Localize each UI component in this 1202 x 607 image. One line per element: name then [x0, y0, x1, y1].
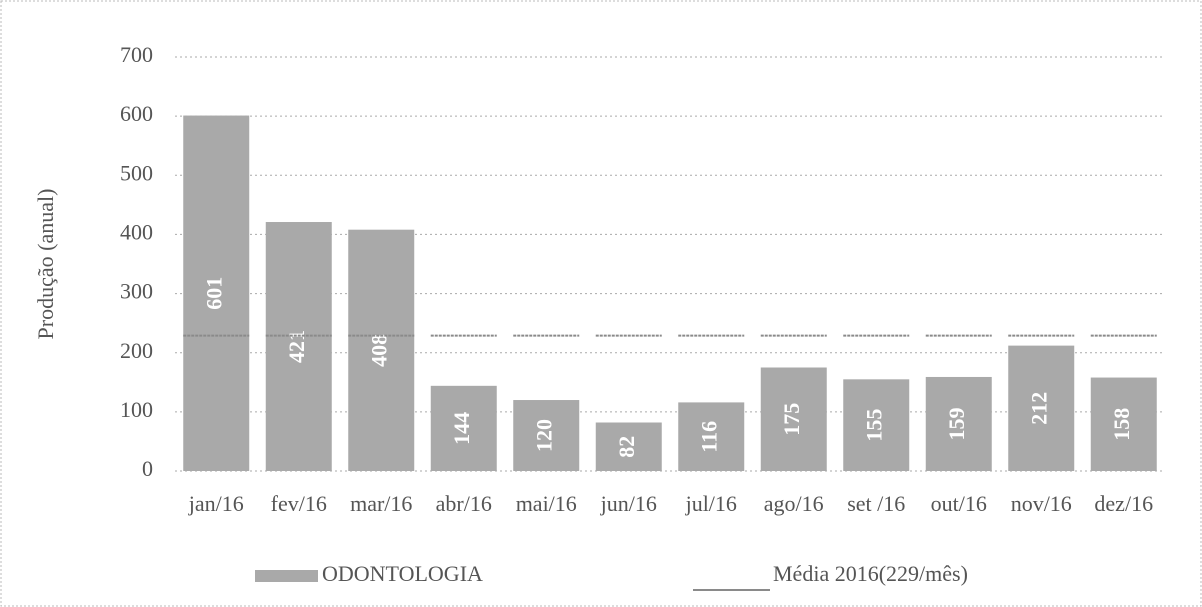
- data-label: 408: [366, 334, 391, 367]
- legend-swatch: [255, 570, 318, 582]
- x-tick-label: jul/16: [685, 491, 737, 516]
- y-tick-label: 0: [142, 456, 153, 481]
- bar: [513, 400, 580, 471]
- bar: [595, 422, 662, 471]
- data-label: 82: [614, 436, 639, 458]
- bar: [760, 367, 827, 471]
- y-tick-label: 200: [120, 338, 153, 363]
- bar: [265, 222, 332, 471]
- y-tick-label: 400: [120, 219, 153, 244]
- bar: [348, 229, 415, 471]
- bar: [843, 379, 910, 471]
- bar: [678, 402, 745, 471]
- data-label: 212: [1026, 392, 1051, 425]
- y-tick-label: 700: [120, 42, 153, 67]
- data-label: 175: [779, 403, 804, 436]
- x-tick-label: jun/16: [600, 491, 657, 516]
- x-tick-label: set /16: [847, 491, 905, 516]
- y-tick-label: 500: [120, 160, 153, 185]
- bar: [925, 376, 992, 471]
- x-tick-label: out/16: [931, 491, 987, 516]
- y-axis-label: Produção (anual): [33, 189, 58, 340]
- data-label: 155: [861, 409, 886, 442]
- x-tick-label: mai/16: [516, 491, 577, 516]
- data-label: 601: [201, 277, 226, 310]
- bar: [1008, 345, 1075, 471]
- bar: [430, 385, 497, 471]
- x-tick-label: mar/16: [350, 491, 412, 516]
- y-tick-label: 100: [120, 397, 153, 422]
- legend-label: Média 2016(229/mês): [773, 561, 968, 586]
- y-tick-label: 600: [120, 101, 153, 126]
- data-label: 120: [531, 419, 556, 452]
- bar: [183, 115, 250, 472]
- x-tick-label: abr/16: [436, 491, 492, 516]
- x-tick-label: ago/16: [764, 491, 824, 516]
- data-label: 116: [696, 421, 721, 453]
- x-tick-label: fev/16: [271, 491, 327, 516]
- data-label: 158: [1109, 408, 1134, 441]
- data-label: 144: [449, 412, 474, 445]
- legend-label: ODONTOLOGIA: [322, 561, 483, 586]
- data-label: 159: [944, 407, 969, 440]
- bar: [1090, 377, 1157, 471]
- x-tick-label: nov/16: [1011, 491, 1072, 516]
- x-tick-label: jan/16: [188, 491, 244, 516]
- x-tick-label: dez/16: [1094, 491, 1153, 516]
- y-tick-label: 300: [120, 279, 153, 304]
